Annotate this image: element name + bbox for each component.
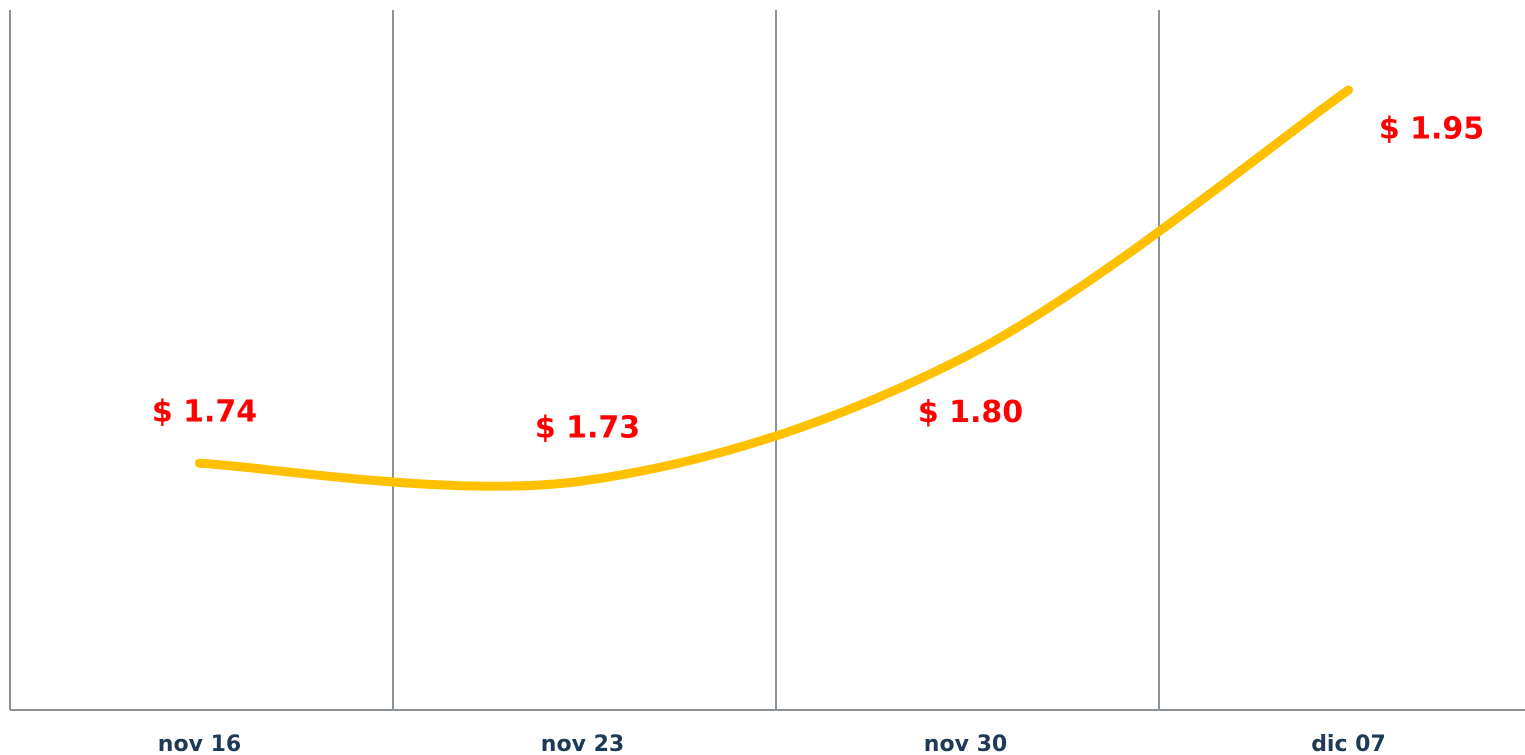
data-label: $ 1.73: [535, 411, 640, 446]
x-tick-label: nov 30: [924, 732, 1007, 755]
data-label: $ 1.80: [918, 395, 1023, 430]
x-tick-label: nov 16: [158, 732, 241, 755]
data-line: [195, 85, 1353, 491]
x-tick-label: nov 23: [541, 732, 624, 755]
data-label: $ 1.74: [152, 395, 257, 430]
x-tick-label: dic 07: [1311, 732, 1386, 755]
data-label: $ 1.95: [1379, 112, 1484, 147]
